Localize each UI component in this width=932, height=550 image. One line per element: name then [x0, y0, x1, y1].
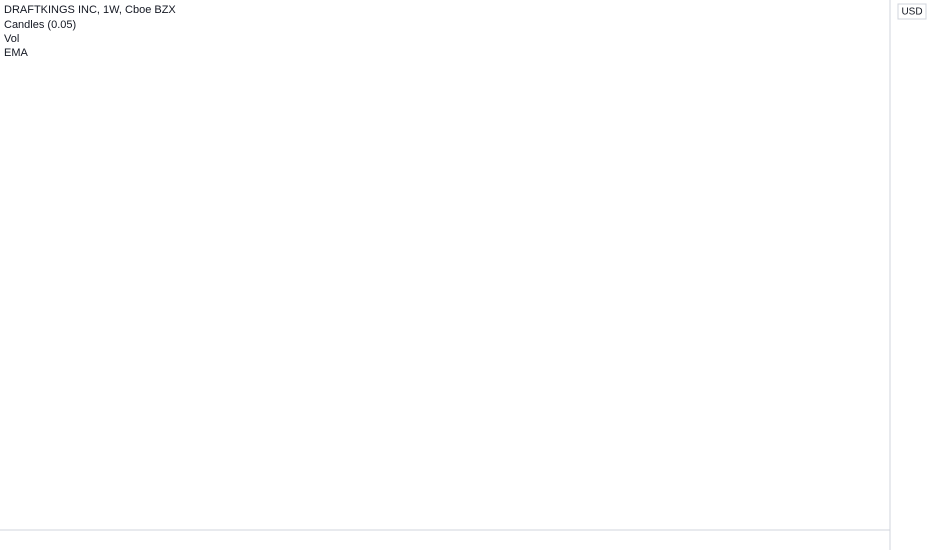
symbol-title: DRAFTKINGS INC, 1W, Cboe BZX	[4, 4, 176, 16]
currency-label: USD	[901, 7, 922, 18]
indicator-label: EMA	[4, 47, 29, 59]
indicator-label: Candles (0.05)	[4, 19, 76, 31]
currency-box[interactable]	[897, 3, 927, 20]
indicator-label: Vol	[4, 33, 19, 45]
